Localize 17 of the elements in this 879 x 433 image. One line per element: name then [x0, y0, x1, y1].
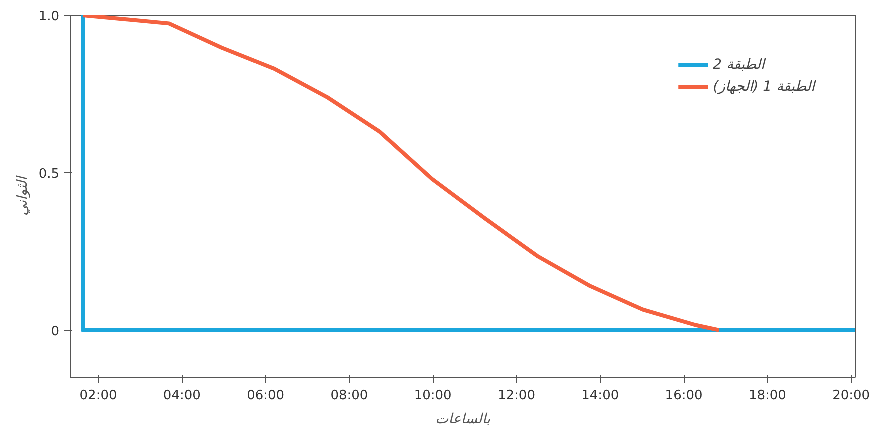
legend-label: الطبقة 2 [713, 57, 765, 73]
y-tick-label: 1.0 [38, 10, 60, 24]
x-tick-label: 12:00 [498, 388, 536, 404]
y-tick-label: 0.5 [38, 166, 60, 182]
x-tick-label: 18:00 [748, 388, 786, 404]
x-tick-label: 02:00 [80, 388, 118, 404]
y-tick-label: 0 [51, 324, 60, 340]
x-tick-label: 06:00 [247, 388, 285, 404]
x-tick-label: 16:00 [665, 388, 703, 404]
x-tick-label: 08:00 [330, 388, 368, 404]
x-tick-label: 14:00 [582, 388, 620, 404]
x-tick-label: 20:00 [832, 388, 870, 404]
x-axis-title: بالساعات [436, 412, 491, 428]
x-tick-label: 04:00 [163, 388, 201, 404]
legend-label: الطبقة 1 (الجهاز) [713, 79, 815, 95]
x-tick-label: 10:00 [414, 388, 452, 404]
y-axis-title: الثواني [14, 174, 31, 216]
